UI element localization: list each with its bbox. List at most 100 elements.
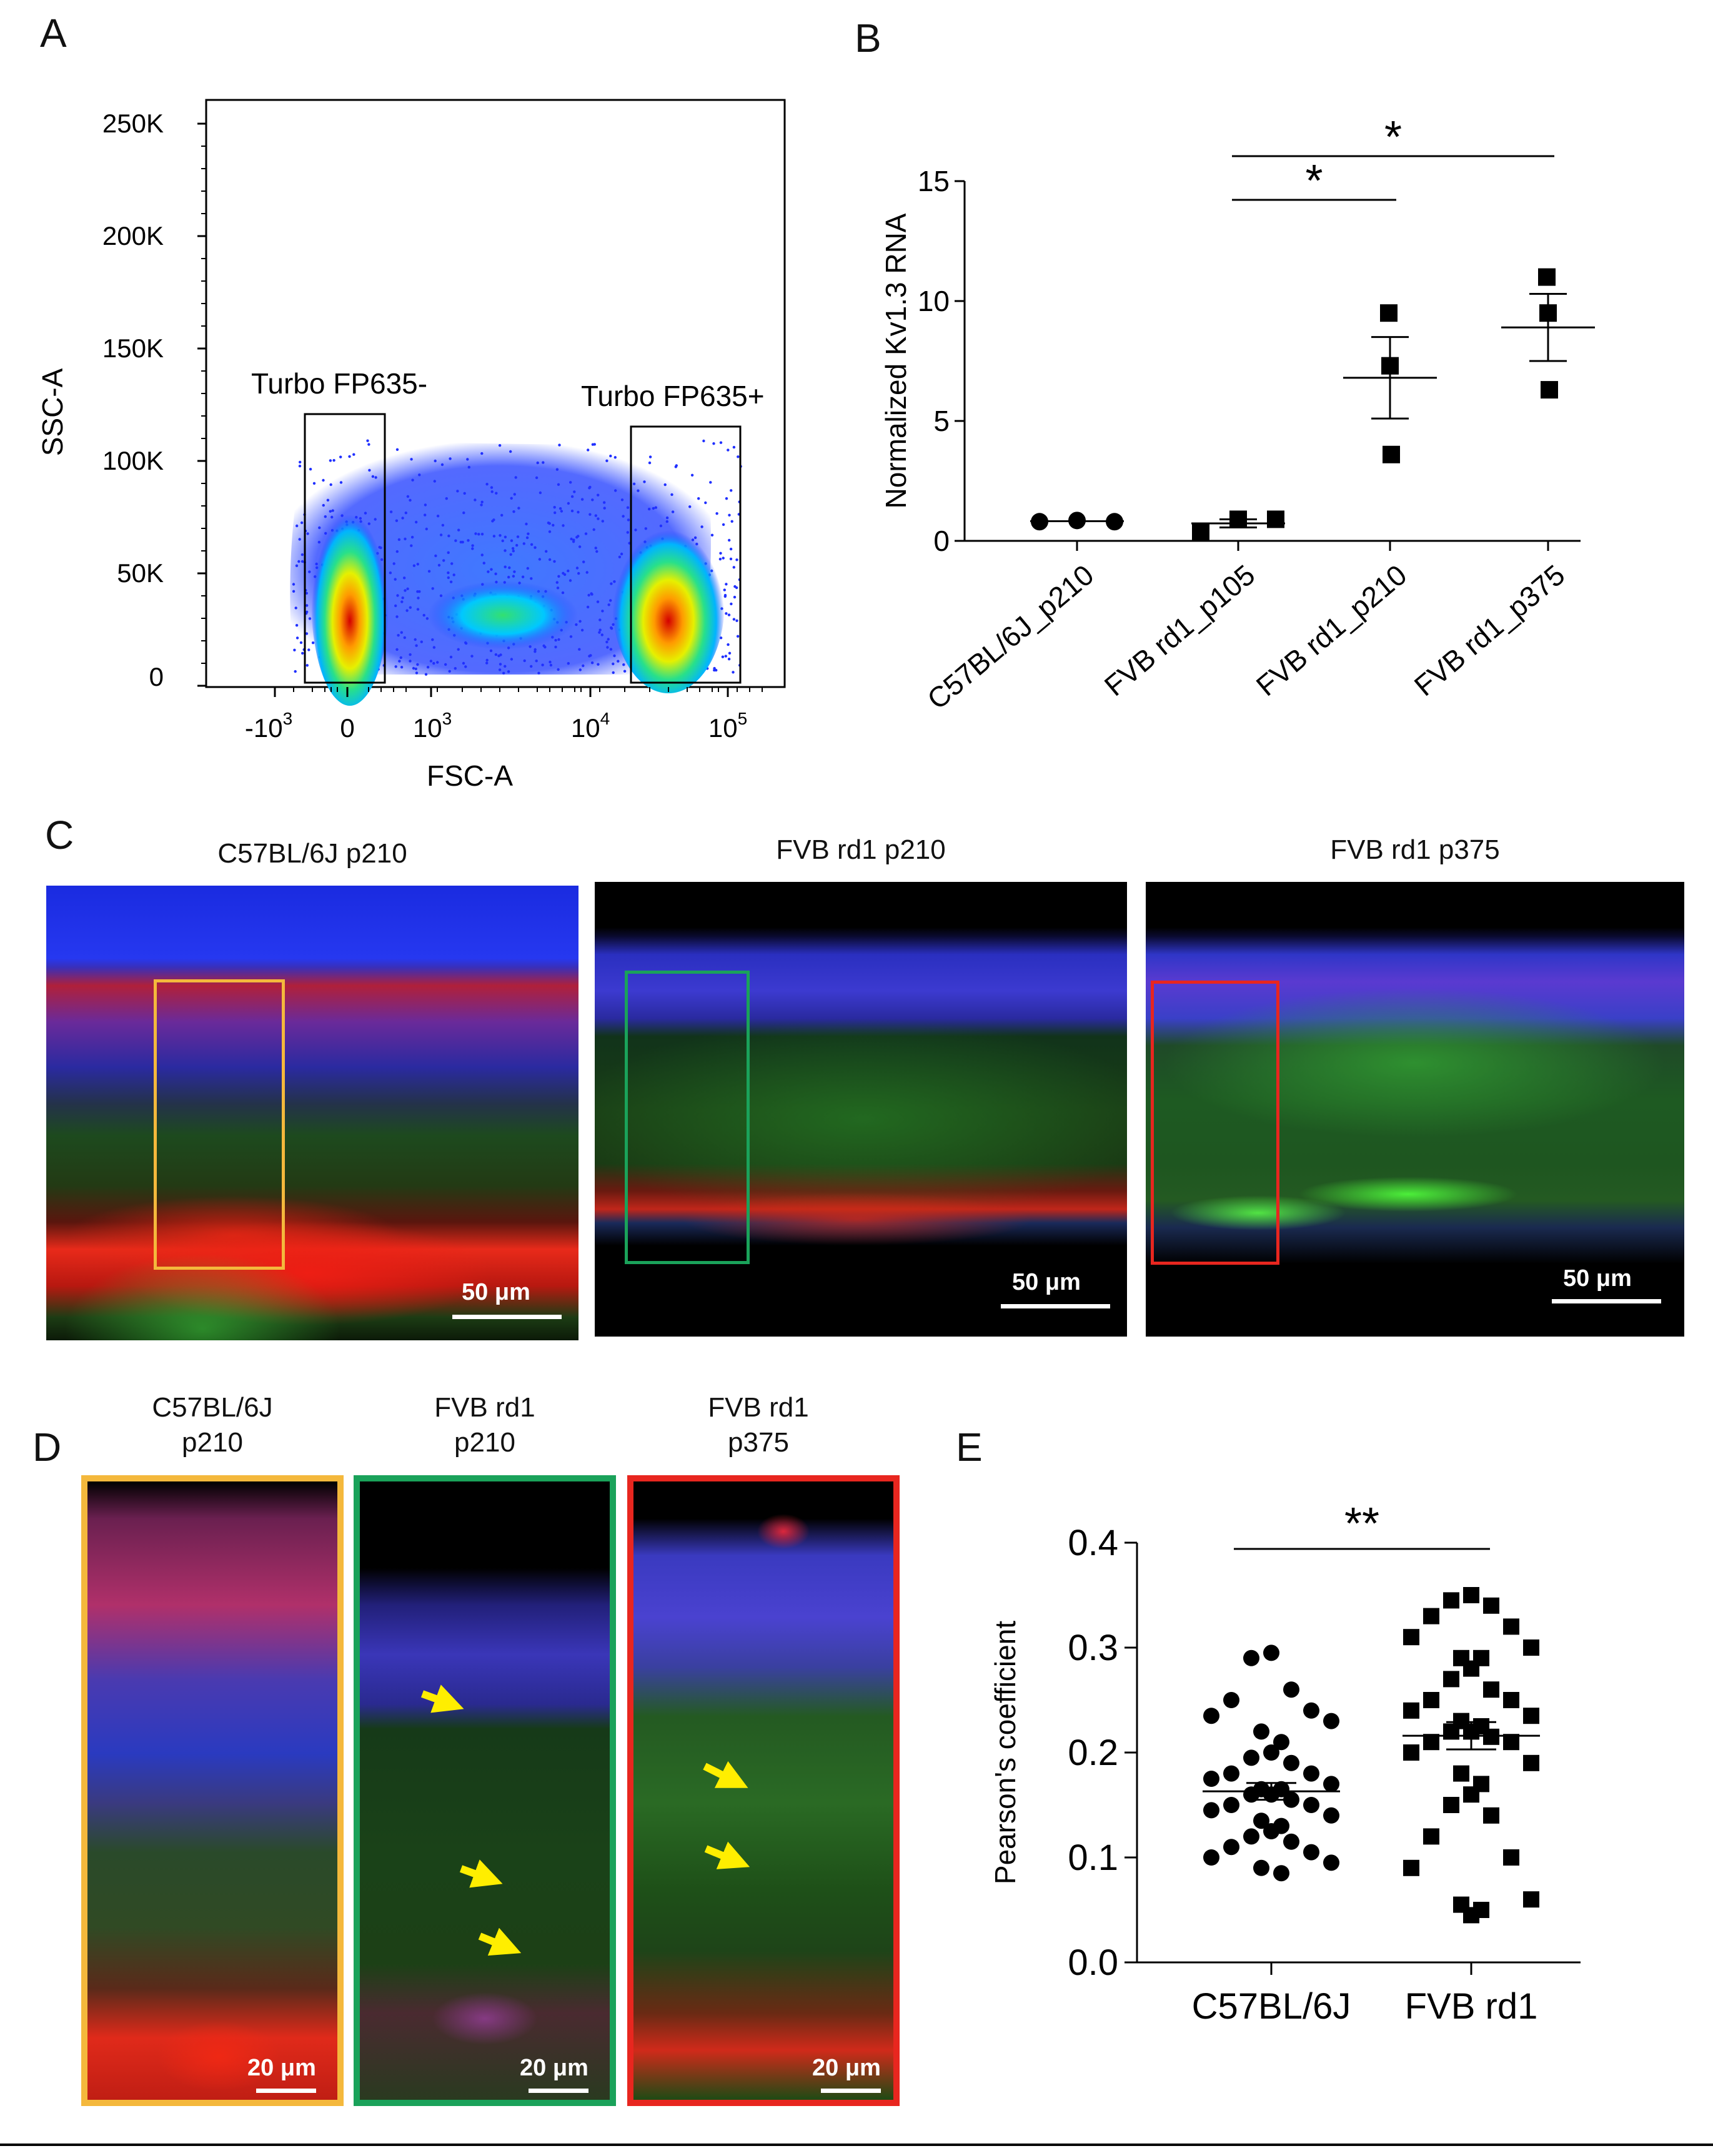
event-dot xyxy=(512,510,515,513)
event-dot xyxy=(477,533,480,536)
data-point xyxy=(1463,1587,1479,1603)
event-dot xyxy=(587,593,590,597)
event-dot xyxy=(326,498,330,502)
x-tick-label: 105 xyxy=(708,709,747,743)
data-point xyxy=(1223,1839,1239,1856)
event-dot xyxy=(425,617,429,620)
event-dot xyxy=(724,655,728,658)
event-dot xyxy=(700,525,703,528)
event-dot xyxy=(523,659,526,663)
micrograph-title-c2: FVB rd1 p210 xyxy=(776,834,946,865)
event-dot xyxy=(570,495,574,498)
event-dot xyxy=(511,546,515,550)
y-tick-label: 0.0 xyxy=(1068,1942,1118,1983)
event-dot xyxy=(441,523,445,527)
data-point xyxy=(1503,1692,1519,1708)
event-dot xyxy=(490,568,493,571)
y-tick-label: 0.3 xyxy=(1068,1628,1118,1668)
event-dot xyxy=(730,520,733,523)
data-point xyxy=(1443,1797,1459,1813)
event-dot xyxy=(447,576,450,580)
event-dot xyxy=(548,558,552,561)
event-dot xyxy=(670,493,673,497)
event-dot xyxy=(332,458,335,462)
event-dot xyxy=(569,481,572,484)
zoom-title-d1: C57BL/6J p210 xyxy=(152,1392,273,1458)
event-dot xyxy=(513,493,516,496)
y-axis-label: Normalized Kv1.3 RNA xyxy=(880,213,912,508)
data-point xyxy=(1403,1744,1419,1761)
event-dot xyxy=(736,635,740,638)
event-dot xyxy=(404,537,407,541)
event-dot xyxy=(409,653,412,656)
event-dot xyxy=(530,543,534,546)
event-dot xyxy=(733,595,737,599)
event-dot xyxy=(394,578,397,581)
event-dot xyxy=(389,571,392,575)
event-dot xyxy=(557,483,560,486)
event-dot xyxy=(395,519,399,522)
event-dot xyxy=(429,660,433,663)
event-dot xyxy=(305,664,309,667)
micrograph-title-c3: FVB rd1 p375 xyxy=(1330,834,1500,865)
event-dot xyxy=(722,556,725,560)
flow-cytometry-plot: 250K 200K 150K 100K 50K 0 -103 0 103 104… xyxy=(36,99,786,792)
event-dot xyxy=(582,664,585,668)
event-dot xyxy=(690,473,694,477)
scale-label: 20 μm xyxy=(520,2055,588,2081)
event-dot xyxy=(305,604,309,607)
event-dot xyxy=(504,665,507,668)
event-dot xyxy=(308,617,312,620)
event-dot xyxy=(504,535,507,538)
data-point xyxy=(1503,1849,1519,1866)
event-dot xyxy=(626,531,629,534)
x-tick-label: FVB rd1 xyxy=(1405,1986,1538,2027)
event-dot xyxy=(542,644,545,648)
event-dot xyxy=(562,524,565,527)
event-dot xyxy=(485,658,489,662)
event-dot xyxy=(588,485,592,489)
data-point xyxy=(1263,1786,1279,1803)
data-point xyxy=(1403,1859,1419,1876)
event-dot xyxy=(534,650,537,653)
data-point xyxy=(1381,357,1399,375)
roi-box-orange xyxy=(154,979,285,1270)
event-dot xyxy=(318,526,321,530)
event-dot xyxy=(727,658,731,661)
event-dot xyxy=(329,483,332,487)
zoom-fvb-rd1-p375: 20 μm xyxy=(627,1475,900,2106)
event-dot xyxy=(513,570,516,573)
event-dot xyxy=(553,506,556,509)
event-dot xyxy=(727,613,731,616)
event-dot xyxy=(417,596,420,600)
event-dot xyxy=(605,640,608,644)
event-dot xyxy=(542,461,545,464)
event-dot xyxy=(525,522,528,526)
data-point xyxy=(1423,1692,1439,1708)
event-dot xyxy=(504,565,507,568)
event-dot xyxy=(300,560,304,563)
event-dot xyxy=(587,448,590,452)
event-dot xyxy=(591,498,594,502)
event-dot xyxy=(404,512,407,515)
zoom-fvb-rd1-p210: 20 μm xyxy=(354,1475,616,2106)
event-dot xyxy=(725,497,728,500)
event-dot xyxy=(648,455,652,458)
event-dot xyxy=(412,666,415,670)
event-dot xyxy=(732,618,736,621)
event-dot xyxy=(416,590,419,593)
event-dot xyxy=(585,571,588,574)
event-dot xyxy=(416,608,420,611)
event-dot xyxy=(416,563,419,566)
event-dot xyxy=(570,509,574,513)
event-dot xyxy=(577,535,580,538)
event-dot xyxy=(515,543,519,547)
event-dot xyxy=(598,628,602,631)
data-point xyxy=(1443,1592,1459,1609)
y-tick-label: 50K xyxy=(117,558,164,588)
event-dot xyxy=(510,658,514,661)
event-dot xyxy=(396,594,399,597)
event-dot xyxy=(648,461,652,465)
roi-box-red xyxy=(1151,981,1279,1265)
